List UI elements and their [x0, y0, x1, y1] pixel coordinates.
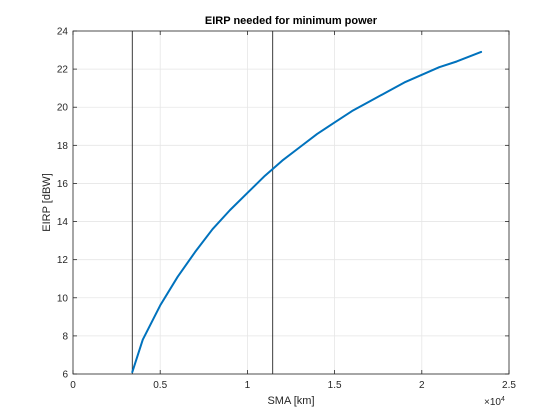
- x-tick-label: 0: [70, 380, 76, 391]
- y-tick-label: 16: [57, 179, 69, 190]
- x-axis-exponent: ×104: [484, 396, 505, 408]
- x-axis-exponent-base: ×10: [484, 397, 501, 408]
- vertical-reference-lines: [131, 31, 274, 374]
- y-tick-label: 10: [57, 293, 69, 304]
- x-axis-label: SMA [km]: [267, 395, 314, 407]
- plot-frame: [72, 30, 510, 375]
- y-tick-label: 22: [57, 65, 69, 76]
- x-tick-label: 0.5: [153, 380, 167, 391]
- x-tick-label: 1.5: [328, 380, 342, 391]
- y-axis-label: EIRP [dBW]: [41, 173, 53, 231]
- y-tick-label: 12: [57, 255, 69, 266]
- x-tick-label: 2: [419, 380, 425, 391]
- data-series: [131, 50, 483, 374]
- series-line: [131, 50, 483, 374]
- y-tick-label: 18: [57, 141, 69, 152]
- y-tick-label: 8: [62, 331, 68, 342]
- chart-title: EIRP needed for minimum power: [205, 15, 378, 27]
- plot-area: [73, 31, 509, 374]
- axis-ticks: 0 0.5 1 1.5 2 2.5 6 8 10 12 14 16 18 20 22 24: [57, 27, 517, 392]
- y-tick-label: 20: [57, 103, 69, 114]
- y-tick-label: 6: [62, 370, 68, 381]
- x-tick-label: 1: [245, 380, 251, 391]
- y-tick-label: 14: [57, 217, 69, 228]
- x-tick-label: 2.5: [502, 380, 516, 391]
- x-axis-exponent-power: 4: [501, 396, 505, 403]
- y-tick-label: 24: [57, 27, 69, 38]
